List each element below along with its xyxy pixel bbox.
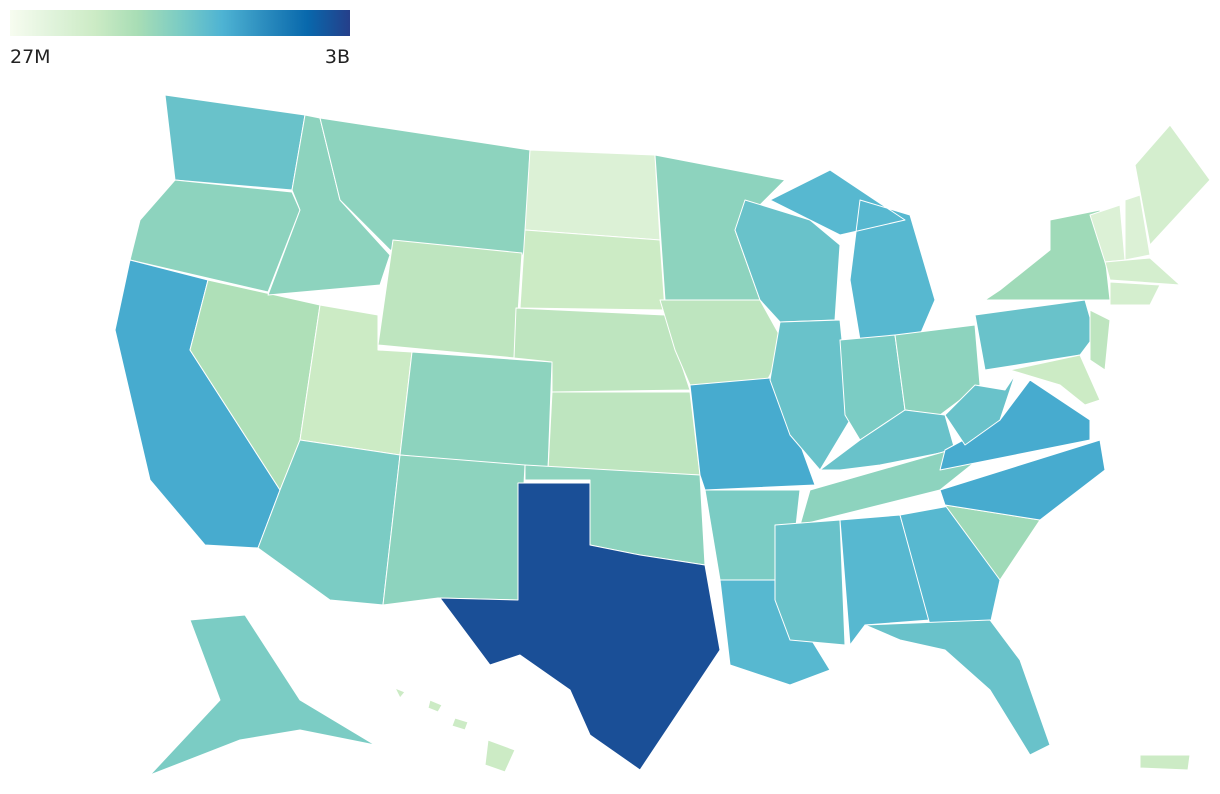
region (799, 449, 976, 526)
region (839, 514, 931, 646)
legend-max-label: 3B (325, 46, 350, 68)
region (864, 619, 1051, 756)
region (1104, 257, 1181, 286)
region (944, 374, 1016, 446)
region (524, 149, 661, 241)
region (164, 94, 306, 191)
region (439, 482, 721, 771)
region (382, 454, 526, 606)
region (1009, 354, 1101, 406)
region (984, 209, 1111, 301)
region (1109, 281, 1161, 306)
region (774, 519, 846, 646)
region (377, 239, 523, 359)
region (1139, 754, 1191, 771)
region (974, 299, 1096, 371)
region (399, 351, 553, 471)
region (939, 439, 1106, 521)
region (394, 687, 516, 773)
region (547, 391, 701, 476)
region (1124, 194, 1151, 261)
region (519, 229, 666, 311)
region (1089, 309, 1111, 371)
region (1134, 124, 1211, 246)
region (149, 614, 376, 776)
region (819, 409, 956, 471)
legend-gradient (10, 10, 350, 36)
region (129, 179, 301, 293)
legend-min-label: 27M (10, 46, 51, 68)
